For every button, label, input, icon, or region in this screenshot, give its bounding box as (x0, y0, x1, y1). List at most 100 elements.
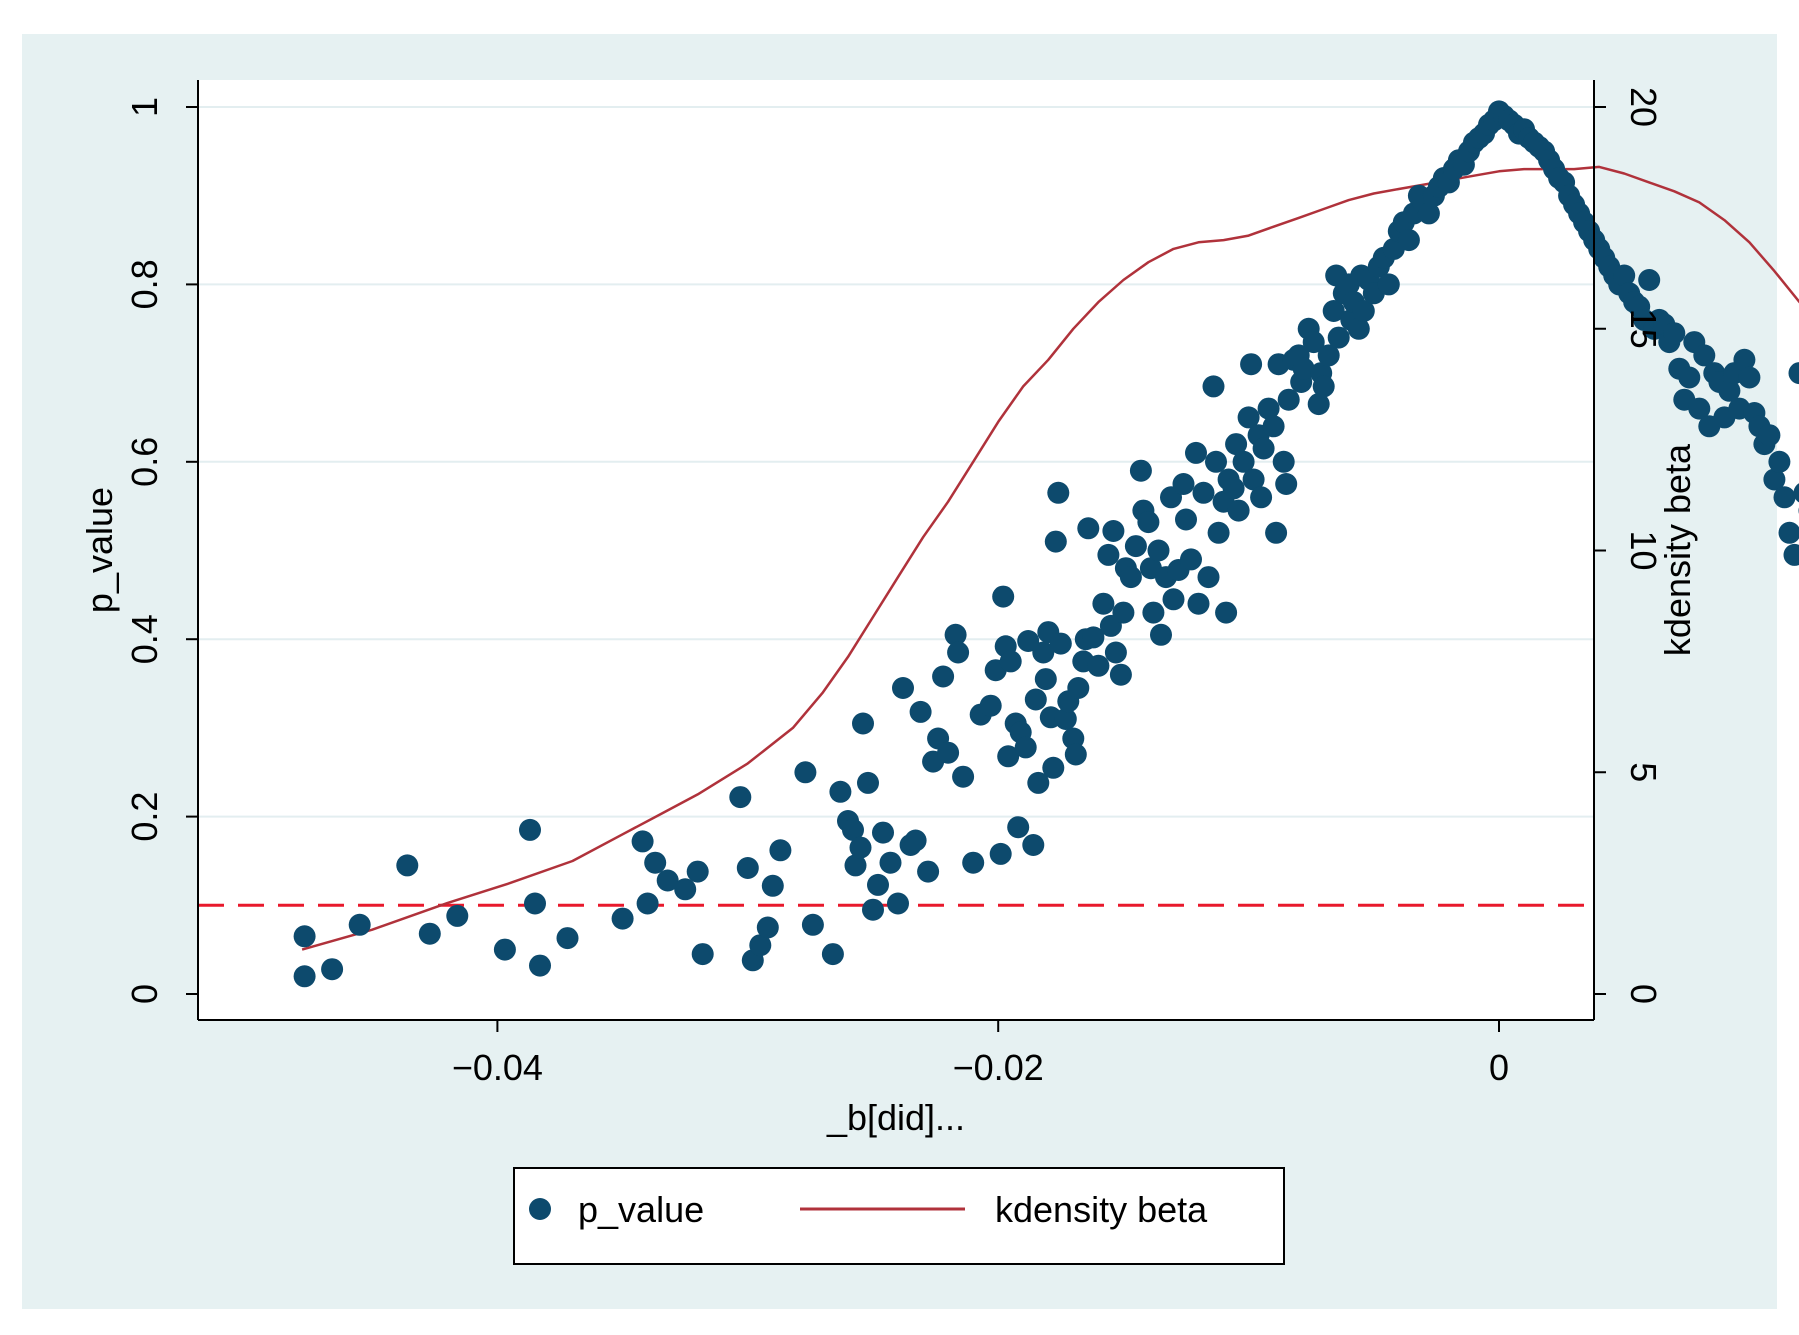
scatter-point (1352, 300, 1375, 322)
scatter-point (1793, 483, 1799, 503)
scatter-point (769, 839, 792, 862)
scatter-point (1733, 348, 1756, 371)
scatter-point (1082, 626, 1105, 649)
scatter-point (1064, 743, 1087, 766)
scatter-point (1147, 539, 1170, 562)
scatter-point (1232, 450, 1255, 473)
y-tick-label: 0.8 (124, 259, 165, 309)
scatter-point (879, 851, 902, 874)
scatter-point (844, 854, 867, 877)
scatter-point (1663, 322, 1686, 345)
scatter-point (1180, 548, 1202, 571)
scatter-point (1242, 468, 1265, 491)
y-axis-label: p_value (79, 487, 120, 613)
scatter-point (989, 842, 1012, 865)
scatter-point (892, 677, 914, 699)
scatter-point (1768, 450, 1791, 473)
scatter-point (1317, 344, 1340, 367)
scatter-point (821, 943, 844, 966)
scatter-point (1788, 362, 1799, 385)
scatter-point (917, 860, 940, 883)
scatter-point (1034, 668, 1057, 691)
scatter-point (644, 851, 667, 874)
scatter-point (1250, 486, 1273, 509)
scatter-point (952, 765, 975, 788)
scatter-point (867, 873, 889, 896)
scatter-point (1092, 592, 1115, 615)
axes: −0.04−0.0200.020.040.0600.20.40.60.81051… (124, 80, 1664, 1088)
scatter-point (944, 623, 967, 646)
scatter-point (1150, 623, 1172, 646)
scatter-point (1718, 379, 1741, 402)
scatter-point (1312, 375, 1335, 398)
scatter-point (862, 898, 884, 921)
scatter-point (1175, 508, 1197, 531)
scatter-point (1322, 300, 1345, 322)
scatter-point (1185, 441, 1207, 464)
scatter-point (1227, 499, 1250, 522)
scatter-point (1047, 481, 1070, 504)
scatter-point (1162, 588, 1185, 611)
scatter-point (932, 665, 955, 688)
scatter-point (1693, 344, 1716, 367)
scatter-point (1032, 641, 1055, 664)
scatter-point (1397, 229, 1420, 252)
scatter-point (904, 829, 927, 852)
scatter-point (418, 922, 441, 945)
legend-box (513, 1167, 1285, 1265)
scatter-point (1377, 273, 1400, 296)
scatter-point (729, 786, 752, 809)
legend-label-kdensity: kdensity beta (995, 1189, 1208, 1230)
scatter-point (1112, 601, 1135, 624)
scatter-point (1205, 450, 1227, 473)
scatter-point (348, 913, 371, 936)
scatter-point (749, 934, 772, 957)
scatter-point (1027, 771, 1050, 794)
scatter-point (691, 943, 714, 966)
scatter-point (997, 745, 1020, 768)
scatter-point (1237, 406, 1260, 429)
scatter-point (1142, 601, 1165, 624)
scatter-point (829, 780, 852, 803)
y2-tick-label: 20 (1623, 87, 1664, 127)
scatter-point (1054, 708, 1077, 730)
scatter-point (962, 851, 985, 874)
scatter-point (446, 904, 469, 927)
scatter-point (1783, 543, 1799, 566)
scatter-point (1044, 530, 1067, 553)
scatter-point (674, 878, 697, 901)
scatter-point (1087, 654, 1110, 677)
scatter-point (1172, 473, 1195, 495)
scatter-point (631, 830, 654, 853)
scatter-point (1417, 202, 1440, 225)
scatter-point (992, 585, 1015, 608)
scatter-point (293, 925, 316, 948)
scatter-point (909, 700, 932, 723)
scatter-point (1007, 816, 1030, 839)
legend: p_value kdensity beta (513, 1167, 1285, 1265)
scatter-point (1252, 437, 1275, 460)
scatter-point (937, 741, 960, 764)
scatter-point (1024, 688, 1047, 711)
scatter-point (1207, 521, 1230, 544)
scatter-point (801, 913, 824, 936)
scatter-point (979, 694, 1002, 717)
scatter-point (1222, 477, 1245, 500)
scatter-point (1265, 521, 1288, 544)
scatter-point (524, 892, 546, 915)
scatter-point (1275, 473, 1298, 495)
scatter-point (1327, 326, 1350, 349)
scatter-point (1225, 433, 1248, 456)
scatter-point (293, 965, 316, 988)
scatter-point (1049, 632, 1072, 655)
scatter-point (1014, 736, 1037, 759)
y2-tick-label: 0 (1623, 984, 1664, 1004)
scatter-point (999, 650, 1022, 673)
scatter-point (1119, 566, 1142, 589)
scatter-point (794, 761, 817, 784)
scatter-point (1022, 834, 1045, 856)
x-axis-label: _b[did]... (826, 1097, 965, 1138)
y2-tick-label: 10 (1623, 530, 1664, 570)
y2-axis-label: kdensity beta (1657, 443, 1698, 656)
